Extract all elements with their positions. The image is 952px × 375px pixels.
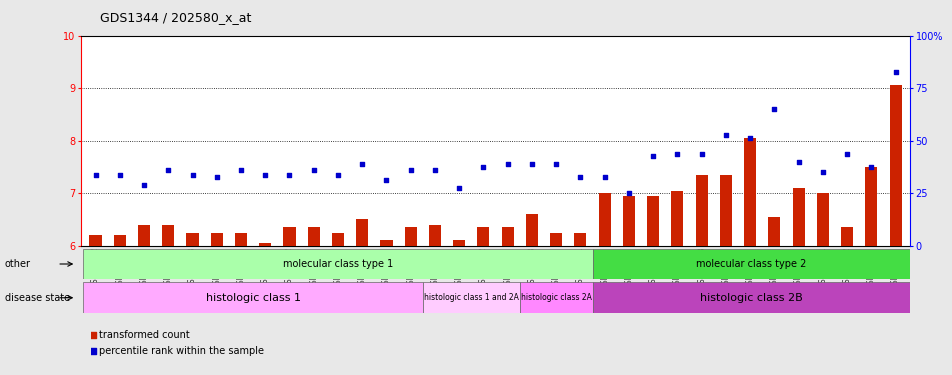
Bar <box>380 240 392 246</box>
Bar <box>113 235 126 246</box>
Text: molecular class type 1: molecular class type 1 <box>283 259 392 269</box>
Bar <box>719 175 731 246</box>
Bar <box>162 225 174 246</box>
Bar <box>767 217 780 246</box>
Point <box>282 172 297 178</box>
Text: histologic class 1 and 2A: histologic class 1 and 2A <box>424 293 518 302</box>
Text: GDS1344 / 202580_x_at: GDS1344 / 202580_x_at <box>100 11 251 24</box>
Bar <box>864 167 877 246</box>
Bar <box>235 232 247 246</box>
Point <box>354 161 369 167</box>
Text: percentile rank within the sample: percentile rank within the sample <box>99 346 264 356</box>
Bar <box>307 227 320 246</box>
Bar <box>356 219 367 246</box>
Bar <box>840 227 852 246</box>
Text: histologic class 2B: histologic class 2B <box>699 293 802 303</box>
Point <box>185 172 200 178</box>
Point <box>887 69 902 75</box>
Bar <box>592 249 909 279</box>
Point <box>621 190 636 196</box>
Point <box>524 161 539 167</box>
Bar <box>592 282 909 313</box>
Bar <box>744 138 755 246</box>
Bar <box>84 249 592 279</box>
Text: molecular class type 2: molecular class type 2 <box>695 259 805 269</box>
Point <box>669 151 684 157</box>
Bar <box>574 232 585 246</box>
Bar <box>816 193 828 246</box>
Point <box>596 174 611 180</box>
Point <box>233 166 248 172</box>
Bar <box>501 227 513 246</box>
Bar <box>331 232 344 246</box>
Point <box>257 172 272 178</box>
Point <box>790 159 805 165</box>
Point <box>814 169 829 175</box>
Text: histologic class 2A: histologic class 2A <box>520 293 591 302</box>
Bar <box>695 175 707 246</box>
Point <box>548 161 564 167</box>
Bar <box>598 193 610 246</box>
Point <box>161 166 176 172</box>
Bar <box>423 282 519 313</box>
Point <box>693 151 708 157</box>
Point <box>403 166 418 172</box>
Bar <box>792 188 803 246</box>
Point <box>645 153 660 159</box>
Bar <box>187 232 198 246</box>
Point <box>475 164 490 170</box>
Point <box>112 172 128 178</box>
Bar <box>519 282 592 313</box>
Bar <box>428 225 441 246</box>
Text: transformed count: transformed count <box>99 330 189 340</box>
Point <box>863 164 878 170</box>
Text: disease state: disease state <box>5 293 69 303</box>
Point <box>766 106 782 112</box>
Bar <box>477 227 489 246</box>
Bar <box>670 190 683 246</box>
Bar <box>138 225 149 246</box>
Bar <box>283 227 295 246</box>
Point <box>379 177 394 183</box>
Point <box>306 166 321 172</box>
Point <box>88 172 103 178</box>
Point <box>839 151 854 157</box>
Bar <box>405 227 416 246</box>
Bar <box>452 240 465 246</box>
Text: histologic class 1: histologic class 1 <box>206 293 300 303</box>
Point <box>330 172 346 178</box>
Point <box>718 132 733 138</box>
Bar <box>84 282 423 313</box>
Point <box>86 332 101 338</box>
Point <box>451 185 466 191</box>
Bar <box>888 86 901 246</box>
Point <box>86 348 101 354</box>
Bar <box>89 235 102 246</box>
Bar <box>623 196 634 246</box>
Text: other: other <box>5 259 30 269</box>
Point <box>742 135 757 141</box>
Point <box>208 174 224 180</box>
Bar <box>210 232 223 246</box>
Bar <box>646 196 659 246</box>
Point <box>500 161 515 167</box>
Point <box>572 174 587 180</box>
Bar <box>259 243 271 246</box>
Bar <box>526 214 538 246</box>
Point <box>426 166 442 172</box>
Bar <box>549 232 562 246</box>
Point <box>136 182 151 188</box>
